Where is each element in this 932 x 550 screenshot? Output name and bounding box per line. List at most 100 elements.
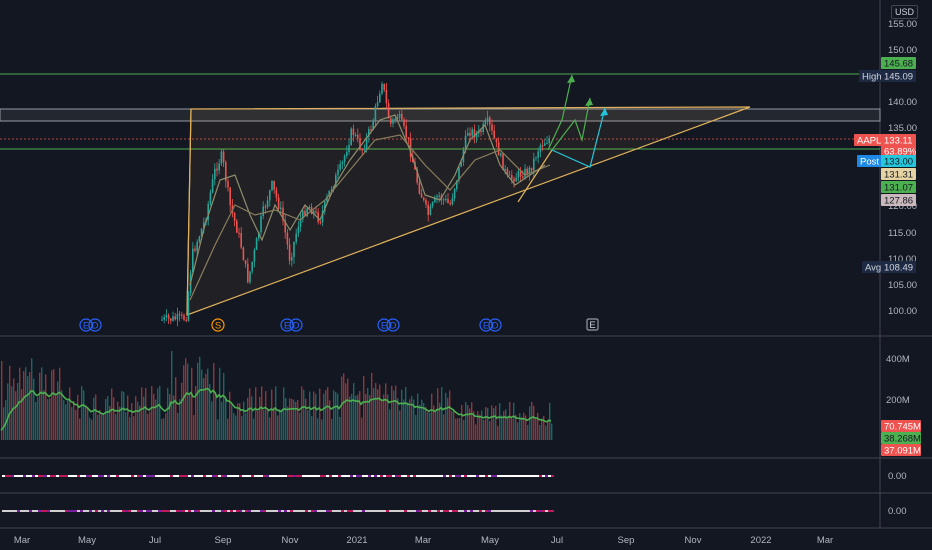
candle-body <box>258 232 260 239</box>
candle-body <box>247 263 249 283</box>
time-label: Sep <box>215 535 232 546</box>
candle-body <box>277 197 280 209</box>
oscillator-segment <box>311 510 314 512</box>
event-markers[interactable]: E D S E D E D E D E <box>79 318 599 332</box>
oscillator-segment <box>119 475 122 477</box>
volume-bar <box>123 391 125 440</box>
candle-body <box>508 174 511 176</box>
oscillator-segment <box>497 510 500 512</box>
volume-bar <box>73 400 75 440</box>
volume-bar <box>341 376 343 440</box>
high-value: 145.09 <box>884 72 913 83</box>
svg-text:E: E <box>284 321 290 332</box>
volume-bar <box>229 391 231 440</box>
post-label: Post <box>860 157 879 168</box>
volume-moving-average[interactable] <box>0 387 552 431</box>
dividend-marker[interactable]: D <box>488 318 502 332</box>
oscillator-segment <box>341 510 344 512</box>
volume-bar <box>217 419 219 440</box>
volume-bar <box>75 409 77 440</box>
volume-bar <box>193 414 195 440</box>
moving-average-slow[interactable] <box>189 134 551 301</box>
oscillator-segment <box>494 475 497 477</box>
oscillator-segment <box>107 510 110 512</box>
oscillator-segment <box>236 475 239 477</box>
dividend-marker[interactable]: D <box>386 318 400 332</box>
volume-bar <box>295 402 297 440</box>
oscillator-segment <box>413 510 416 512</box>
oscillator-segment <box>536 475 539 477</box>
oscillator-segment <box>74 510 77 512</box>
dividend-marker[interactable]: D <box>289 318 303 332</box>
currency-badge[interactable]: USD <box>890 5 918 19</box>
earnings-marker[interactable]: E <box>280 318 294 332</box>
candle-body <box>522 176 524 178</box>
oscillator-series[interactable] <box>2 475 554 512</box>
volume-bar <box>421 399 423 440</box>
oscillator-segment <box>137 475 140 477</box>
volume-bar <box>359 390 361 440</box>
dividend-marker[interactable]: D <box>88 318 102 332</box>
candle-body <box>407 137 410 139</box>
earnings-marker[interactable]: E <box>79 318 93 332</box>
oscillator-segment <box>194 510 197 512</box>
candle-body <box>203 222 205 229</box>
volume-bar <box>79 418 81 440</box>
volume-bar <box>363 376 365 440</box>
price-tick: 105.00 <box>888 280 917 291</box>
trendline-short[interactable] <box>517 149 553 203</box>
volume-bar <box>127 395 129 440</box>
volume-bar <box>397 398 399 440</box>
volume-bar <box>413 399 415 440</box>
candle-body <box>317 212 319 222</box>
moving-average-fast[interactable] <box>189 114 546 286</box>
candle-body <box>308 207 311 209</box>
volume-bar <box>429 412 431 440</box>
future-earnings-marker[interactable]: E <box>586 318 599 331</box>
candle-body <box>535 157 537 159</box>
volume-bar <box>499 403 501 440</box>
volume-bar <box>487 407 489 440</box>
volume-bar <box>37 397 39 440</box>
volume-bar <box>537 412 539 440</box>
oscillator-segment <box>35 510 38 512</box>
oscillator-segment <box>290 510 293 512</box>
projection-arrow-alt[interactable] <box>551 107 606 168</box>
oscillator-segment <box>182 475 185 477</box>
oscillator-segment <box>395 510 398 512</box>
resistance-zone[interactable] <box>0 108 881 122</box>
volume-series[interactable] <box>1 351 553 440</box>
projection-arrow-bull-2[interactable] <box>551 97 591 151</box>
oscillator-segment <box>77 510 80 512</box>
oscillator-segment <box>113 475 116 477</box>
symbol-label: AAPL <box>857 136 881 147</box>
oscillator-segment <box>335 475 338 477</box>
earnings-marker[interactable]: E <box>377 318 391 332</box>
post-label-box <box>857 155 882 167</box>
volume-bar <box>11 386 13 440</box>
oscillator-segment <box>356 510 359 512</box>
split-marker[interactable]: S <box>211 318 225 332</box>
oscillator-segment <box>500 510 503 512</box>
oscillator-segment <box>293 475 296 477</box>
time-axis[interactable]: Mar May Jul Sep Nov 2021 Mar May Jul Sep… <box>14 535 833 546</box>
volume-bar <box>197 362 199 440</box>
volume-bar <box>131 402 133 440</box>
oscillator-segment <box>50 510 53 512</box>
volume-bar <box>453 410 455 440</box>
oscillator-segment <box>5 510 8 512</box>
volume-bar <box>165 413 167 440</box>
volume-bar <box>551 423 553 440</box>
ma1-box <box>881 168 916 180</box>
oscillator-segment <box>314 475 317 477</box>
earnings-marker[interactable]: E <box>479 318 493 332</box>
oscillator-segment <box>29 475 32 477</box>
triangle-left-edge[interactable] <box>186 108 192 316</box>
oscillator-segment <box>107 475 110 477</box>
oscillator-segment <box>179 510 182 512</box>
volume-bar <box>271 389 273 440</box>
price-axis[interactable]: 150.00 155.00 140.00 135.00 120.00 115.0… <box>888 19 917 317</box>
projection-arrow-bull-1[interactable] <box>547 74 573 151</box>
volume-bar <box>221 401 223 440</box>
